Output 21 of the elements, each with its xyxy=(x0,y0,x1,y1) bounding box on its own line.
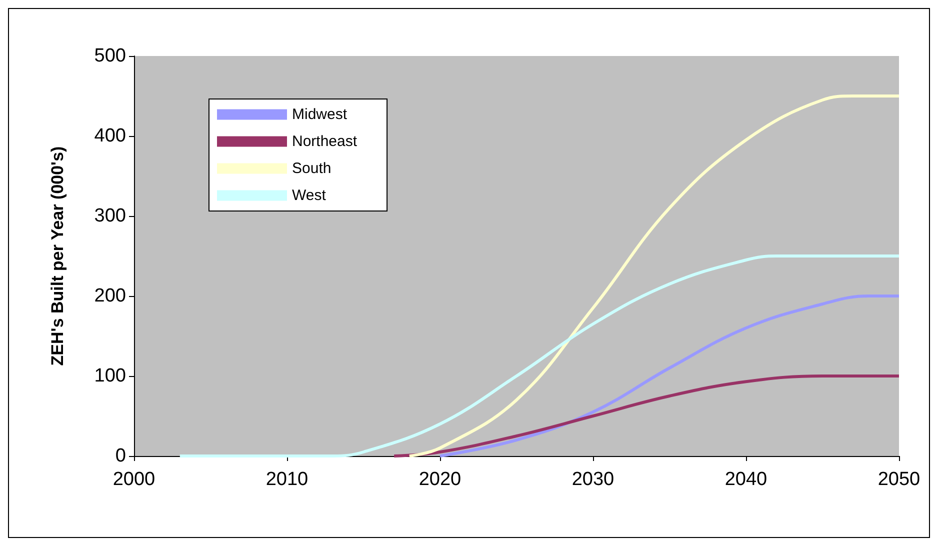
legend-label: West xyxy=(292,187,327,204)
y-tick-label: 500 xyxy=(94,46,126,66)
x-tick-label: 2050 xyxy=(878,469,920,490)
line-series xyxy=(178,254,900,458)
y-axis-title: ZEH's Built per Year (000's) xyxy=(48,146,67,366)
x-tick-label: 2000 xyxy=(112,469,156,490)
line-series xyxy=(438,294,900,458)
legend-label: Northeast xyxy=(292,133,358,150)
y-tick-label: 300 xyxy=(94,206,126,226)
y-tick-label: 400 xyxy=(94,126,126,146)
line-series xyxy=(392,374,900,458)
y-tick-label: 0 xyxy=(115,446,126,466)
x-tick-label: 2010 xyxy=(266,469,308,490)
line-series xyxy=(408,94,900,458)
x-tick-label: 2030 xyxy=(572,469,614,490)
legend-label: Midwest xyxy=(292,106,348,123)
legend-label: South xyxy=(292,160,332,177)
x-tick-label: 2020 xyxy=(418,469,462,490)
y-tick-label: 100 xyxy=(94,366,126,386)
y-tick-label: 200 xyxy=(94,286,126,306)
x-tick-label: 2040 xyxy=(724,469,768,490)
